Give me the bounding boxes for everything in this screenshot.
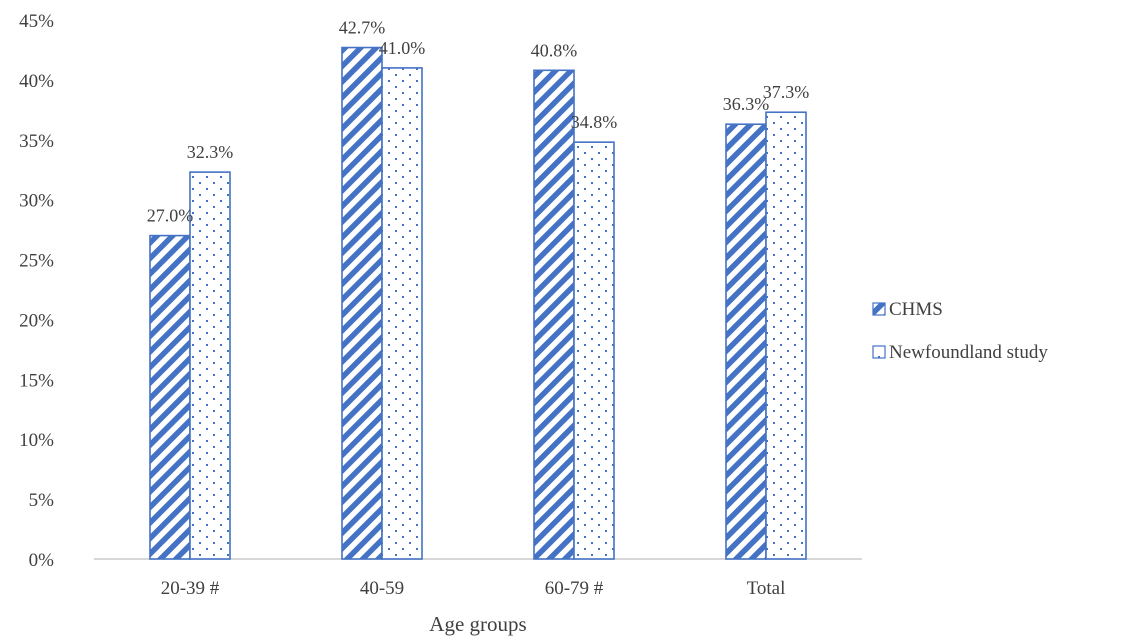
bar-newfoundland-study [765, 111, 807, 560]
y-tick-label: 45% [19, 11, 54, 32]
data-label: 37.3% [763, 82, 810, 102]
x-tick-label: 40-59 [360, 578, 404, 599]
x-tick-label: Total [747, 578, 786, 599]
data-labels: 27.0% 32.3% 42.7%41.0% 40.8% 34.8% 36.3%37.3% [147, 18, 810, 226]
legend-item-chms[interactable]: CHMS [872, 299, 943, 320]
bar-chms [149, 234, 191, 560]
legend-label: CHMS [889, 299, 943, 320]
y-axis: 0% 5% 10% 15% 20% 25% 30% 35% 40% 45% [19, 11, 54, 571]
x-tick-label: 60-79 # [545, 578, 604, 599]
y-tick-label: 40% [19, 71, 54, 92]
data-label: 42.7% [339, 18, 386, 38]
legend-swatch [872, 345, 886, 359]
bar-newfoundland-study [573, 141, 615, 560]
y-tick-label: 10% [19, 430, 54, 451]
data-label: 34.8% [571, 112, 618, 132]
data-label: 41.0% [379, 38, 426, 58]
bar-chms [341, 46, 383, 560]
y-tick-label: 20% [19, 310, 54, 331]
data-label: 40.8% [531, 40, 578, 60]
y-tick-label: 0% [29, 550, 55, 571]
bar-newfoundland-study [381, 67, 423, 560]
y-tick-label: 5% [29, 490, 55, 511]
x-axis: 20-39 # 40-59 60-79 # Total [94, 558, 862, 599]
x-axis-title: Age groups [429, 612, 526, 636]
legend-label: Newfoundland study [889, 342, 1048, 363]
data-label: 36.3% [723, 94, 770, 114]
data-label: 32.3% [187, 142, 234, 162]
bars [149, 46, 807, 560]
legend-item-newfoundland-study[interactable]: Newfoundland study [872, 342, 1048, 363]
y-tick-label: 25% [19, 251, 54, 272]
bar-newfoundland-study [189, 171, 231, 560]
x-tick-label: 20-39 # [161, 578, 220, 599]
bar-chms [533, 69, 575, 560]
y-tick-label: 15% [19, 370, 54, 391]
legend[interactable]: CHMS Newfoundland study [872, 299, 1048, 363]
legend-swatch [872, 302, 886, 316]
bar-chms [725, 123, 767, 560]
y-tick-label: 30% [19, 191, 54, 212]
y-tick-label: 35% [19, 131, 54, 152]
data-label: 27.0% [147, 206, 194, 226]
